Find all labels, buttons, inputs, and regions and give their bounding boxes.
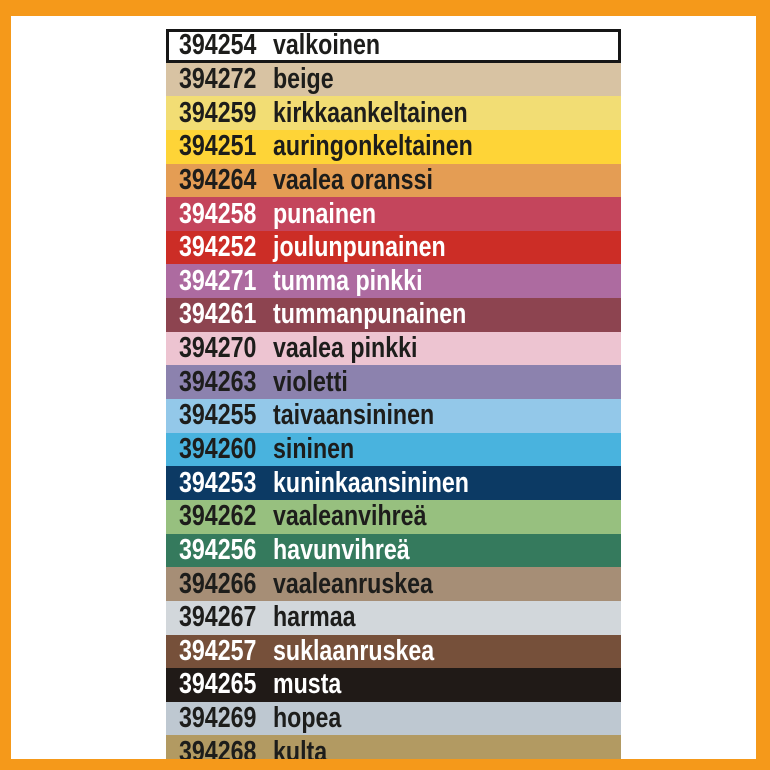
color-row: 394263 violetti [166,365,621,400]
product-code: 394266 [179,567,257,600]
product-code: 394253 [179,466,257,499]
color-name: joulunpunainen [273,231,446,264]
color-row: 394252 joulunpunainen [166,230,621,265]
product-code: 394267 [179,601,257,634]
color-name: harmaa [273,601,356,634]
product-code: 394256 [179,533,257,566]
color-row: 394264 vaalea oranssi [166,163,621,198]
color-name: sininen [273,433,355,465]
color-name: kirkkaankeltainen [273,96,468,129]
product-code: 394272 [179,62,257,95]
color-name: suklaanruskea [273,634,435,667]
color-name: valkoinen [273,29,381,62]
color-row: 394256 havunvihreä [166,533,621,568]
color-row: 394257 suklaanruskea [166,634,621,669]
color-name: taivaansininen [273,399,435,432]
color-name: auringonkeltainen [273,130,473,163]
product-code: 394257 [179,634,257,667]
color-name: kuninkaansininen [273,466,469,499]
color-row: 394270 vaalea pinkki [166,331,621,366]
color-row: 394253 kuninkaansininen [166,466,621,500]
product-code: 394265 [179,668,257,701]
color-row: 394266 vaaleanruskea [166,567,621,601]
color-name: havunvihreä [273,533,410,566]
color-name: violetti [273,365,348,398]
color-row: 394251 auringonkeltainen [166,129,621,164]
product-code: 394254 [179,29,257,62]
product-code: 394255 [179,399,257,432]
color-name: tumma pinkki [273,264,423,297]
product-code: 394269 [179,702,257,735]
color-name: tummanpunainen [273,298,467,331]
color-row: 394269 hopea [166,701,621,736]
product-code: 394251 [179,130,257,163]
product-code: 394268 [179,735,257,768]
product-code: 394261 [179,298,257,331]
product-code: 394259 [179,96,257,129]
color-row: 394265 musta [166,668,621,702]
product-code: 394252 [179,231,257,264]
color-row: 394267 harmaa [166,600,621,635]
product-code: 394262 [179,500,257,533]
color-row: 394271 tumma pinkki [166,264,621,299]
color-row: 394268 kulta [166,735,621,768]
product-code: 394270 [179,332,257,365]
color-name: punainen [273,197,377,230]
product-code: 394271 [179,264,257,297]
color-name: hopea [273,702,342,735]
color-name: musta [273,668,342,701]
color-row: 394272 beige [166,62,621,97]
color-name: kulta [273,735,328,768]
product-code: 394263 [179,365,257,398]
color-row: 394259 kirkkaankeltainen [166,96,621,130]
color-chart-list: 394254 valkoinen 394272 beige 394259 kir… [166,29,621,768]
color-row: 394254 valkoinen [166,29,621,63]
product-code: 394264 [179,163,257,196]
color-name: vaaleanruskea [273,567,433,600]
color-row: 394261 tummanpunainen [166,298,621,332]
product-code: 394260 [179,433,257,465]
color-name: vaalea pinkki [273,332,418,365]
color-name: vaaleanvihreä [273,500,427,533]
color-row: 394255 taivaansininen [166,399,621,433]
color-row: 394262 vaaleanvihreä [166,499,621,534]
product-code: 394258 [179,197,257,230]
color-row: 394260 sininen [166,432,621,467]
color-row: 394258 punainen [166,197,621,231]
color-name: beige [273,62,334,95]
color-name: vaalea oranssi [273,163,433,196]
